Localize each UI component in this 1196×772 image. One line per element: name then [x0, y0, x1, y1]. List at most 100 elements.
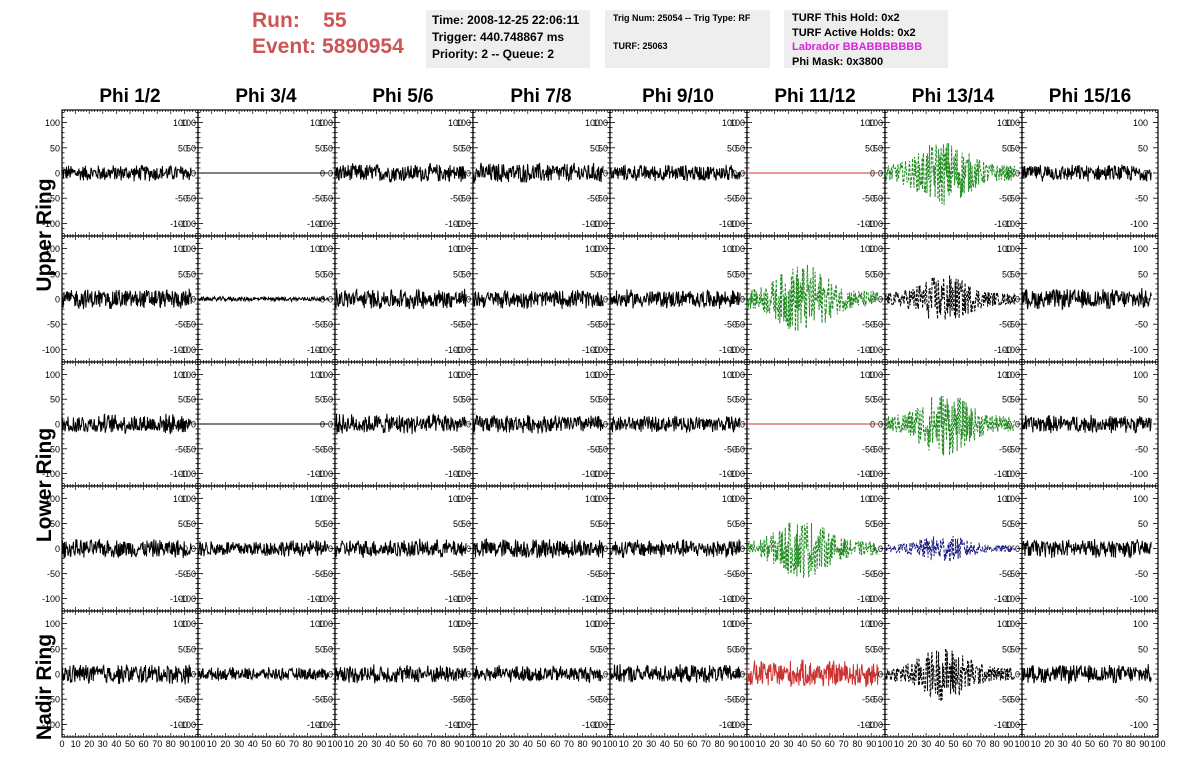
- y-tick-label: 50: [453, 143, 463, 153]
- y-tick-label: -50: [870, 320, 883, 330]
- y-tick-label: 100: [722, 494, 737, 504]
- y-tick-label: -100: [857, 469, 875, 479]
- y-tick-label: -100: [857, 345, 875, 355]
- y-tick-label: 50: [178, 143, 188, 153]
- y-tick-label: -100: [178, 345, 196, 355]
- waveform-trace: [1021, 288, 1152, 311]
- y-tick-label: 0: [740, 295, 745, 305]
- y-tick-label: -50: [450, 320, 463, 330]
- y-tick-label: 100: [45, 370, 60, 380]
- y-tick-label: 0: [603, 169, 608, 179]
- y-tick-label: 0: [466, 420, 471, 430]
- phi-header-2: Phi 3/4: [235, 86, 297, 107]
- trig-num-text: Trig Num: 25054 -- Trig Type: RF: [613, 13, 751, 23]
- y-tick-label: -100: [42, 345, 60, 355]
- y-tick-label: -100: [445, 219, 463, 229]
- y-tick-label: 0: [740, 544, 745, 554]
- y-tick-label: -50: [47, 194, 60, 204]
- waveform-trace: [884, 142, 1016, 206]
- y-tick-label: -100: [453, 594, 471, 604]
- waveform-trace: [472, 289, 604, 309]
- y-tick-label: -100: [590, 594, 608, 604]
- y-tick-label: 50: [178, 395, 188, 405]
- y-tick-label: 50: [598, 519, 608, 529]
- y-tick-label: 100: [860, 494, 875, 504]
- y-tick-label: -100: [315, 594, 333, 604]
- y-tick-label: 50: [873, 269, 883, 279]
- y-tick-label: -100: [865, 345, 883, 355]
- y-tick-label: 50: [315, 269, 325, 279]
- phi-mask-text: Phi Mask: 0x3800: [792, 55, 884, 68]
- y-tick-label: -50: [587, 444, 600, 454]
- y-tick-label: 50: [178, 269, 188, 279]
- y-tick-label: 50: [453, 395, 463, 405]
- y-tick-label: -50: [1135, 320, 1148, 330]
- phi-header-1: Phi 1/2: [99, 86, 161, 107]
- y-tick-label: -50: [587, 320, 600, 330]
- y-tick-label: -50: [999, 194, 1012, 204]
- y-tick-label: 50: [1010, 143, 1020, 153]
- y-tick-label: 100: [585, 370, 600, 380]
- y-tick-label: -100: [727, 594, 745, 604]
- y-tick-label: -100: [1002, 219, 1020, 229]
- y-tick-label: 100: [1005, 118, 1020, 128]
- y-tick-label: 50: [315, 395, 325, 405]
- y-tick-label: 100: [181, 494, 196, 504]
- y-tick-label: -100: [307, 594, 325, 604]
- y-tick-label: 100: [456, 494, 471, 504]
- y-tick-label: -100: [453, 345, 471, 355]
- y-tick-label: -100: [582, 345, 600, 355]
- y-tick-label: 0: [191, 169, 196, 179]
- run-label: Run:: [252, 9, 300, 32]
- y-tick-label: 100: [318, 494, 333, 504]
- y-tick-label: 100: [585, 494, 600, 504]
- y-tick-label: -50: [183, 194, 196, 204]
- waveform-trace: [746, 522, 879, 578]
- y-tick-label: 50: [1010, 269, 1020, 279]
- y-tick-label: -100: [865, 219, 883, 229]
- y-tick-label: 50: [1138, 269, 1148, 279]
- y-tick-label: -100: [170, 594, 188, 604]
- y-tick-label: -100: [994, 469, 1012, 479]
- y-tick-label: -100: [719, 345, 737, 355]
- y-tick-label: 50: [323, 519, 333, 529]
- y-tick-label: 100: [318, 370, 333, 380]
- y-tick-label: -50: [458, 569, 471, 579]
- y-tick-label: 50: [865, 143, 875, 153]
- y-tick-label: 100: [1133, 118, 1148, 128]
- y-tick-label: 50: [590, 395, 600, 405]
- y-tick-label: 50: [590, 143, 600, 153]
- y-tick-label: 50: [598, 143, 608, 153]
- y-tick-label: -100: [719, 469, 737, 479]
- y-tick-label: -50: [312, 320, 325, 330]
- y-tick-label: -100: [178, 594, 196, 604]
- y-tick-label: -50: [320, 569, 333, 579]
- y-tick-label: 50: [50, 143, 60, 153]
- y-tick-label: -50: [47, 320, 60, 330]
- y-tick-label: -50: [175, 569, 188, 579]
- y-tick-label: 50: [598, 395, 608, 405]
- y-tick-label: -100: [1130, 219, 1148, 229]
- y-tick-label: -100: [170, 469, 188, 479]
- y-tick-label: -100: [727, 345, 745, 355]
- time-info-panel: Time: 2008-12-25 22:06:11 Trigger: 440.7…: [426, 10, 590, 68]
- y-tick-label: -100: [719, 219, 737, 229]
- phi-header-3: Phi 5/6: [372, 86, 434, 107]
- y-tick-label: 0: [603, 295, 608, 305]
- y-tick-label: 0: [1015, 169, 1020, 179]
- y-tick-label: 50: [873, 395, 883, 405]
- y-tick-label: -100: [178, 469, 196, 479]
- y-tick-label: 0: [55, 169, 60, 179]
- y-tick-label: 50: [865, 519, 875, 529]
- y-tick-label: 50: [323, 395, 333, 405]
- y-tick-label: -100: [453, 219, 471, 229]
- waveform-trace: [334, 413, 467, 435]
- y-tick-label: 50: [453, 519, 463, 529]
- y-tick-label: -50: [450, 194, 463, 204]
